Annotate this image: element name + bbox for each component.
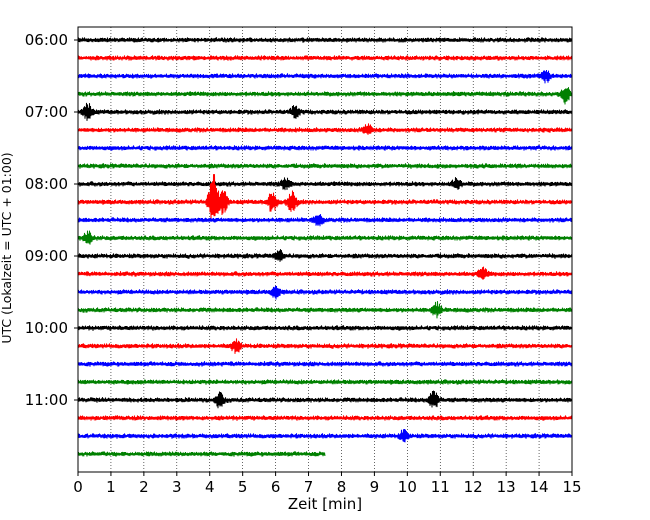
y-axis-label: UTC (Lokalzeit = UTC + 01:00) xyxy=(0,152,14,343)
x-tick-label: 13 xyxy=(497,478,516,496)
y-tick-label: 08:00 xyxy=(25,175,68,193)
seismogram-trace xyxy=(77,285,573,300)
x-tick-label: 7 xyxy=(304,478,314,496)
seismogram-trace xyxy=(77,55,573,61)
seismogram-trace xyxy=(77,69,573,84)
seismogram-trace xyxy=(77,87,573,105)
y-tick-label: 07:00 xyxy=(25,103,68,121)
x-tick-label: 6 xyxy=(271,478,281,496)
seismogram-traces xyxy=(77,37,573,457)
seismogram-trace xyxy=(77,145,573,151)
x-tick-label: 4 xyxy=(205,478,215,496)
seismogram-trace xyxy=(77,428,573,443)
seismogram-trace xyxy=(77,451,326,457)
x-tick-label: 0 xyxy=(73,478,83,496)
y-tick-label: 09:00 xyxy=(25,247,68,265)
x-tick-label: 15 xyxy=(562,478,581,496)
seismogram-trace xyxy=(77,230,573,245)
x-tick-label: 8 xyxy=(337,478,347,496)
seismogram-trace xyxy=(77,361,573,367)
x-tick-label: 10 xyxy=(398,478,417,496)
x-axis-label: Zeit [min] xyxy=(288,495,362,513)
seismogram-trace xyxy=(77,214,573,227)
seismogram-trace xyxy=(77,177,573,191)
x-tick-label: 9 xyxy=(370,478,380,496)
y-tick-label: 06:00 xyxy=(25,31,68,49)
seismogram-trace xyxy=(77,174,573,221)
seismogram-trace xyxy=(77,379,573,385)
seismogram-trace xyxy=(77,415,573,421)
seismogram-trace xyxy=(77,102,573,121)
x-axis-ticks: 0 1 2 3 4 5 6 7 8 9 10 11 12 13 14 15 xyxy=(73,472,582,496)
seismogram-trace xyxy=(77,390,573,409)
seismogram-trace xyxy=(77,37,573,44)
x-tick-label: 11 xyxy=(431,478,450,496)
y-axis-ticks: 06:00 07:00 08:00 09:00 10:00 11:00 xyxy=(25,31,78,409)
seismogram-trace xyxy=(77,249,573,262)
x-tick-label: 14 xyxy=(530,478,549,496)
x-tick-label: 3 xyxy=(172,478,182,496)
x-tick-label: 12 xyxy=(464,478,483,496)
x-tick-label: 5 xyxy=(238,478,248,496)
y-tick-label: 10:00 xyxy=(25,319,68,337)
plot-frame xyxy=(77,26,573,473)
seismogram-trace xyxy=(77,123,573,135)
y-tick-label: 11:00 xyxy=(25,391,68,409)
seismogram-trace xyxy=(77,266,573,280)
grid-lines xyxy=(110,27,540,472)
seismogram-trace xyxy=(77,338,573,354)
x-tick-label: 1 xyxy=(106,478,116,496)
seismogram-trace xyxy=(77,325,573,331)
seismogram-trace xyxy=(77,163,573,169)
x-tick-label: 2 xyxy=(139,478,149,496)
seismogram-trace xyxy=(77,301,573,319)
